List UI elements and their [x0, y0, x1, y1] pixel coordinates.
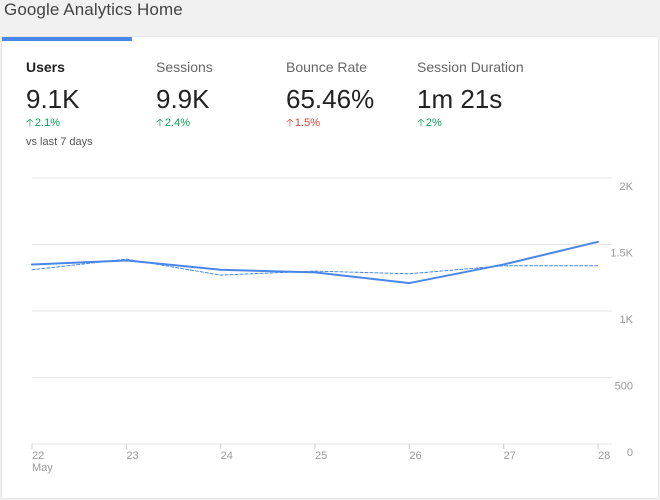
- metric-label: Bounce Rate: [286, 59, 367, 75]
- arrow-up-icon: 🡡: [26, 117, 34, 129]
- metric-label: Session Duration: [417, 59, 524, 75]
- metric-change-value: 2%: [425, 117, 442, 129]
- metric-change: 🡡2.1%: [26, 116, 156, 130]
- metric-change: 🡡1.5%: [286, 116, 416, 130]
- comparison-note: vs last 7 days: [26, 136, 93, 148]
- arrow-up-icon: 🡡: [286, 117, 294, 129]
- metric-label: Users: [26, 59, 65, 75]
- metric-change: 🡡2%: [417, 116, 547, 130]
- metric-value: 65.46%: [286, 84, 375, 114]
- metric-value: 9.9K: [156, 84, 210, 114]
- metric-tab-bounce-rate[interactable]: Bounce Rate 65.46% 🡡1.5%: [286, 58, 416, 130]
- arrow-up-icon: 🡡: [417, 117, 425, 129]
- arrow-up-icon: 🡡: [156, 117, 164, 129]
- metric-change: 🡡2.4%: [156, 116, 286, 130]
- metric-tab-session-duration[interactable]: Session Duration 1m 21s 🡡2%: [417, 58, 547, 130]
- page-title: Google Analytics Home: [4, 0, 183, 19]
- metric-label: Sessions: [156, 59, 213, 75]
- metric-change-value: 1.5%: [294, 117, 320, 129]
- metric-tab-sessions[interactable]: Sessions 9.9K 🡡2.4%: [156, 58, 286, 130]
- metric-value: 1m 21s: [417, 84, 503, 114]
- metric-change-value: 2.4%: [164, 117, 190, 129]
- metric-change-value: 2.1%: [34, 117, 60, 129]
- metric-value: 9.1K: [26, 84, 80, 114]
- active-tab-indicator: [2, 37, 132, 41]
- metric-tab-users[interactable]: Users 9.1K 🡡2.1%: [26, 58, 156, 130]
